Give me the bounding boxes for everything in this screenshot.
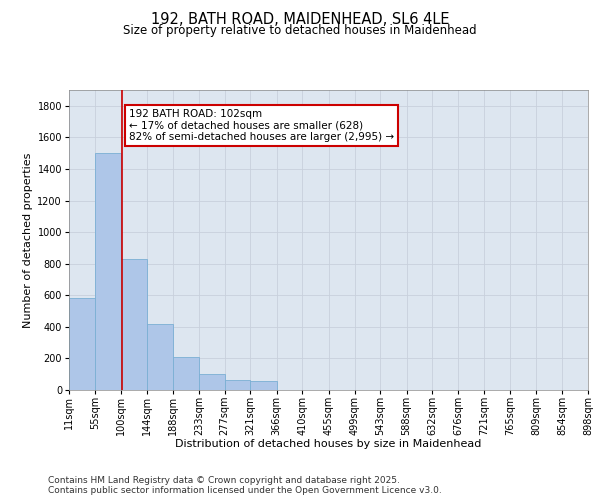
Text: Contains public sector information licensed under the Open Government Licence v3: Contains public sector information licen… bbox=[48, 486, 442, 495]
X-axis label: Distribution of detached houses by size in Maidenhead: Distribution of detached houses by size … bbox=[175, 439, 482, 449]
Bar bbox=[121, 259, 147, 390]
Text: Size of property relative to detached houses in Maidenhead: Size of property relative to detached ho… bbox=[123, 24, 477, 37]
Text: 192 BATH ROAD: 102sqm
← 17% of detached houses are smaller (628)
82% of semi-det: 192 BATH ROAD: 102sqm ← 17% of detached … bbox=[128, 109, 394, 142]
Bar bbox=[173, 357, 199, 390]
Text: 192, BATH ROAD, MAIDENHEAD, SL6 4LE: 192, BATH ROAD, MAIDENHEAD, SL6 4LE bbox=[151, 12, 449, 28]
Bar bbox=[250, 380, 277, 390]
Text: Contains HM Land Registry data © Crown copyright and database right 2025.: Contains HM Land Registry data © Crown c… bbox=[48, 476, 400, 485]
Y-axis label: Number of detached properties: Number of detached properties bbox=[23, 152, 33, 328]
Bar bbox=[69, 298, 95, 390]
Bar bbox=[95, 153, 121, 390]
Bar bbox=[224, 380, 250, 390]
Bar bbox=[199, 374, 224, 390]
Bar bbox=[147, 324, 173, 390]
